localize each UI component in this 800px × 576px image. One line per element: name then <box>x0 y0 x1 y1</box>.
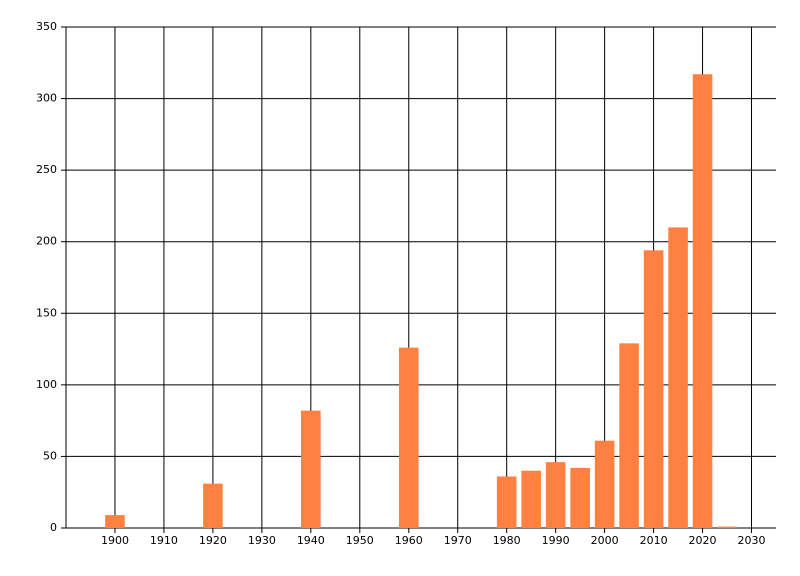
x-tick-label: 1990 <box>542 534 570 547</box>
bar <box>643 250 664 528</box>
x-tick-label: 1950 <box>346 534 374 547</box>
bar <box>105 515 125 528</box>
y-tick-label: 100 <box>36 378 57 391</box>
x-tick-label: 2020 <box>689 534 717 547</box>
y-tick-label: 350 <box>36 20 57 33</box>
bar <box>619 343 639 528</box>
bar <box>717 526 737 528</box>
bar <box>594 440 615 528</box>
y-tick-label: 300 <box>36 92 57 105</box>
x-tick-label: 2010 <box>640 534 668 547</box>
y-tick-label: 0 <box>50 521 57 534</box>
x-tick-label: 1900 <box>101 534 129 547</box>
bar <box>668 227 688 528</box>
bar <box>398 347 419 528</box>
x-tick-label: 1960 <box>395 534 423 547</box>
y-tick-label: 250 <box>36 163 57 176</box>
bar <box>692 74 713 528</box>
x-tick-label: 1970 <box>444 534 472 547</box>
x-tick-label: 1980 <box>493 534 521 547</box>
bar <box>203 483 223 528</box>
bar <box>545 462 566 528</box>
x-tick-label: 1930 <box>248 534 276 547</box>
x-tick-label: 1910 <box>150 534 178 547</box>
x-tick-label: 2030 <box>738 534 766 547</box>
x-tick-label: 2000 <box>591 534 619 547</box>
bar <box>301 410 321 528</box>
y-tick-label: 50 <box>43 449 57 462</box>
bar <box>570 467 590 528</box>
x-tick-label: 1940 <box>297 534 325 547</box>
bar <box>521 470 541 528</box>
y-tick-label: 200 <box>36 235 57 248</box>
bar <box>496 476 517 528</box>
y-tick-label: 150 <box>36 306 57 319</box>
x-tick-label: 1920 <box>199 534 227 547</box>
